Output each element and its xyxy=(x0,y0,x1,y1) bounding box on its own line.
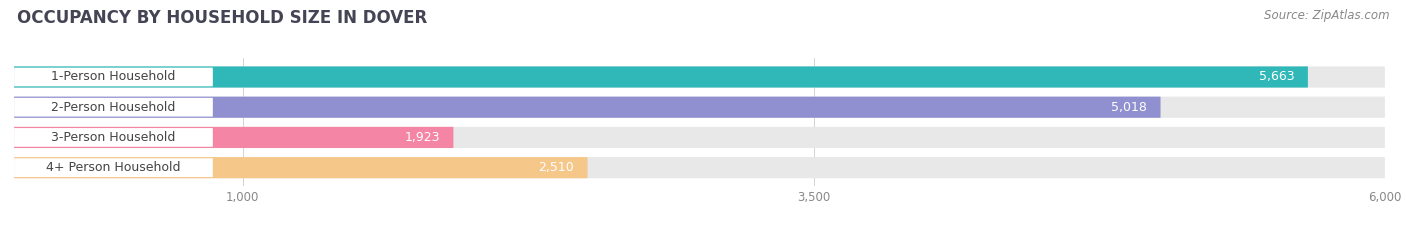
FancyBboxPatch shape xyxy=(14,68,212,86)
Text: 2-Person Household: 2-Person Household xyxy=(51,101,176,114)
FancyBboxPatch shape xyxy=(14,66,1308,88)
FancyBboxPatch shape xyxy=(14,158,212,177)
FancyBboxPatch shape xyxy=(14,97,1160,118)
Text: 2,510: 2,510 xyxy=(538,161,574,174)
FancyBboxPatch shape xyxy=(14,98,212,116)
Text: 4+ Person Household: 4+ Person Household xyxy=(46,161,181,174)
Text: 3-Person Household: 3-Person Household xyxy=(51,131,176,144)
Text: 5,663: 5,663 xyxy=(1258,71,1294,83)
Text: 5,018: 5,018 xyxy=(1111,101,1147,114)
Text: Source: ZipAtlas.com: Source: ZipAtlas.com xyxy=(1264,9,1389,22)
FancyBboxPatch shape xyxy=(14,128,212,147)
FancyBboxPatch shape xyxy=(14,127,453,148)
FancyBboxPatch shape xyxy=(14,157,588,178)
Text: OCCUPANCY BY HOUSEHOLD SIZE IN DOVER: OCCUPANCY BY HOUSEHOLD SIZE IN DOVER xyxy=(17,9,427,27)
Text: 1,923: 1,923 xyxy=(404,131,440,144)
Text: 1-Person Household: 1-Person Household xyxy=(51,71,176,83)
FancyBboxPatch shape xyxy=(14,157,1385,178)
FancyBboxPatch shape xyxy=(14,66,1385,88)
FancyBboxPatch shape xyxy=(14,97,1385,118)
FancyBboxPatch shape xyxy=(14,127,1385,148)
